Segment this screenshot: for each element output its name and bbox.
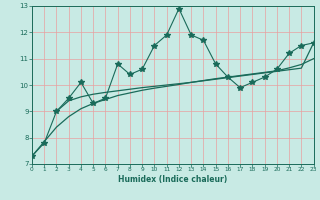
X-axis label: Humidex (Indice chaleur): Humidex (Indice chaleur) bbox=[118, 175, 228, 184]
